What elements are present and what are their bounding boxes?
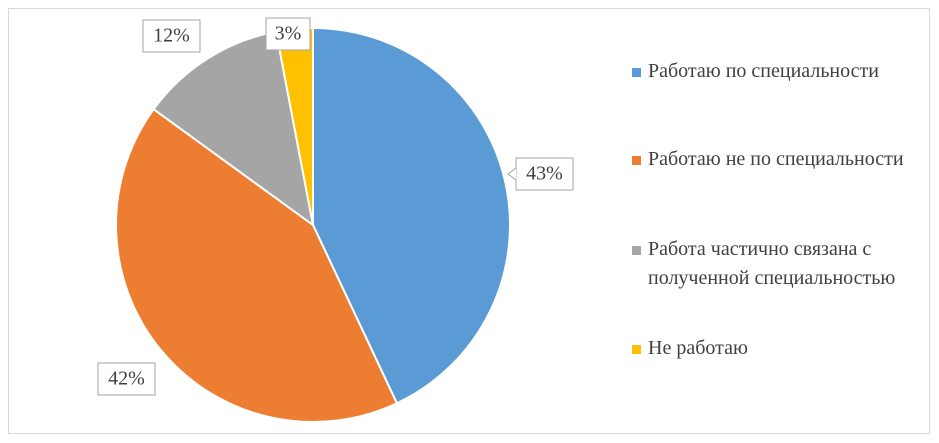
legend-swatch	[632, 246, 641, 255]
data-label-box	[265, 17, 311, 51]
legend-swatch	[632, 156, 641, 165]
data-label-box	[515, 157, 574, 191]
legend-label: Не работаю	[648, 337, 748, 359]
legend-item: Работаю по специальности	[632, 57, 922, 86]
data-label-box	[97, 362, 156, 396]
data-label: 3%	[275, 23, 302, 45]
data-label: 43%	[526, 163, 563, 185]
legend-label: Работаю по специальности	[648, 60, 879, 82]
pie-slice	[312, 26, 511, 405]
legend-label: Работаю не по специальности	[648, 148, 904, 170]
data-label: 42%	[108, 368, 145, 390]
legend-item: Работаю не по специальности	[632, 145, 922, 174]
legend-label: Работа частично связана с полученной спе…	[648, 238, 896, 289]
legend-item: Не работаю	[632, 334, 922, 363]
legend-swatch	[632, 68, 641, 77]
legend-item: Работа частично связана с полученной спе…	[632, 235, 922, 293]
legend-swatch	[632, 345, 641, 354]
label-pointer	[507, 167, 517, 181]
chart-frame	[8, 8, 930, 434]
data-label: 12%	[153, 25, 190, 47]
data-label-box	[142, 19, 201, 53]
pie-slice	[115, 107, 399, 423]
